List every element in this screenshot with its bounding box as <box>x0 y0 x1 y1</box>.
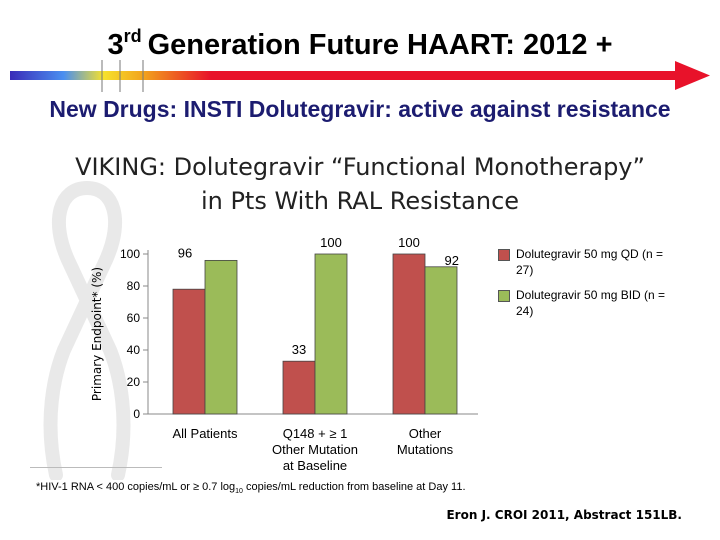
citation: Eron J. CROI 2011, Abstract 151LB. <box>446 508 682 522</box>
bar <box>424 266 458 415</box>
data-label: 92 <box>445 253 459 268</box>
slide-subtitle: New Drugs: INSTI Dolutegravir: active ag… <box>49 96 671 122</box>
data-label: 33 <box>292 342 306 357</box>
legend-label-qd: Dolutegravir 50 mg QD (n = 27) <box>516 247 664 277</box>
y-tick-label: 60 <box>127 311 141 325</box>
legend-swatch-qd <box>498 249 510 261</box>
slide-title: 3rd Generation Future HAART: 2012 + <box>0 26 720 62</box>
awareness-ribbon-watermark <box>43 181 131 480</box>
data-label: 100 <box>398 235 420 250</box>
data-label: 96 <box>178 245 192 260</box>
x-category-label: Mutations <box>397 442 454 457</box>
footnote-subscript: 10 <box>235 488 243 496</box>
chart-title-line-2: in Pts With RAL Resistance <box>200 187 520 215</box>
x-category-label: Other Mutation <box>272 442 358 457</box>
x-category-label: at Baseline <box>283 458 347 473</box>
footnote: *HIV-1 RNA < 400 copies/mL or ≥ 0.7 log1… <box>36 481 466 495</box>
y-tick-label: 100 <box>120 247 140 261</box>
y-tick-label: 20 <box>127 375 141 389</box>
title-number: 3 <box>107 29 124 61</box>
bar <box>172 288 206 415</box>
y-tick-label: 80 <box>127 279 141 293</box>
x-category-label: Other <box>409 426 442 441</box>
footnote-text-b: copies/mL reduction from baseline at Day… <box>242 481 466 493</box>
legend-swatch-bid <box>498 290 510 302</box>
footnote-text-a: *HIV-1 RNA < 400 copies/mL or ≥ 0.7 log <box>36 481 236 493</box>
timeline-arrow <box>10 60 710 92</box>
bar <box>282 360 316 415</box>
legend-label-bid: Dolutegravir 50 mg BID (n = 24) <box>516 288 666 318</box>
legend-item-bid: Dolutegravir 50 mg BID (n = 24) <box>498 287 676 319</box>
bar <box>204 259 238 415</box>
title-text: Generation Future HAART: 2012 + <box>147 29 613 61</box>
y-axis-label: Primary Endpoint* (%) <box>90 267 104 401</box>
footnote-rule <box>30 467 162 468</box>
chart-title: VIKING: Dolutegravir “Functional Monothe… <box>40 150 680 218</box>
bar <box>314 253 348 415</box>
title-ordinal: rd <box>123 26 142 46</box>
y-tick-label: 0 <box>133 407 140 421</box>
bar <box>392 253 426 415</box>
y-tick-label: 40 <box>127 343 141 357</box>
legend-item-qd: Dolutegravir 50 mg QD (n = 27) <box>498 246 676 278</box>
chart-title-line-1: VIKING: Dolutegravir “Functional Monothe… <box>75 153 645 181</box>
x-category-label: Q148 + ≥ 1 <box>283 426 348 441</box>
data-label: 100 <box>320 235 342 250</box>
x-category-label: All Patients <box>172 426 238 441</box>
